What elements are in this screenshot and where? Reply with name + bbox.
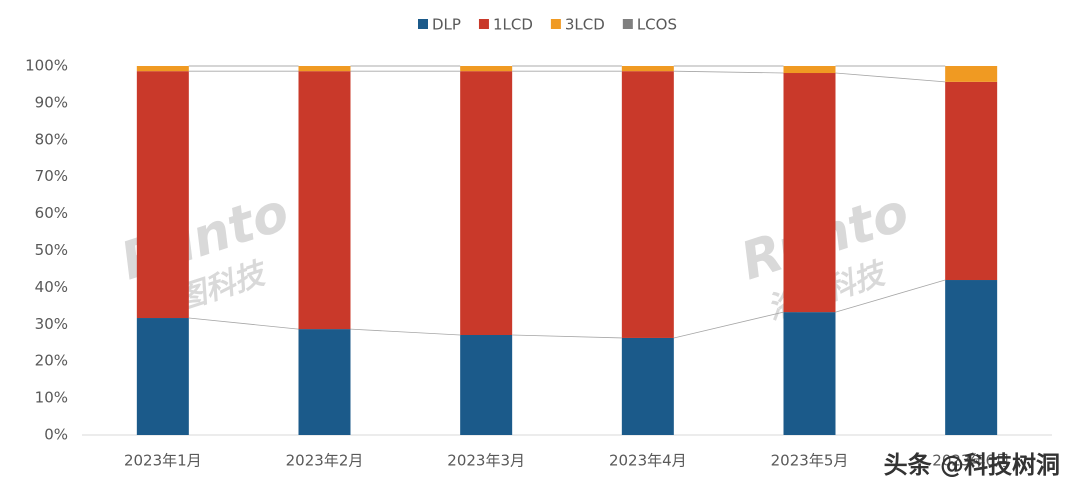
y-tick-label: 30% [35,315,68,333]
legend-label: LCOS [637,16,677,34]
y-tick-label: 80% [35,130,68,148]
y-tick-label: 40% [35,278,68,296]
bar-segment [298,66,351,72]
x-tick-label: 2023年1月 [124,452,202,470]
x-tick-label: 2023年4月 [609,452,687,470]
bar-segment [460,66,513,72]
x-tick-label: 2023年6月 [932,452,1010,470]
source-watermark: 头条 @科技树洞 [884,451,1060,479]
x-tick-label: 2023年3月 [447,452,525,470]
series-line [673,311,784,339]
bar-segment [621,66,674,72]
bar-segment [783,73,836,313]
legend-label: 1LCD [493,16,533,34]
bar-segment [783,66,836,74]
legend-swatch [550,19,561,29]
legend-label: 3LCD [565,16,605,34]
legend-label: DLP [432,16,461,34]
y-tick-label: 20% [35,352,68,370]
series-line [673,70,784,74]
bar-segment [298,71,351,330]
legend-swatch [622,19,633,29]
bar-segment [136,66,189,72]
series-line [350,328,461,336]
legend-swatch [478,19,489,29]
bar-segment [945,81,998,281]
bar-segment [460,71,513,336]
series-line [188,317,299,330]
bar-segment [460,335,513,435]
y-tick-label: 70% [35,167,68,185]
x-tick-label: 2023年2月 [286,452,364,470]
series-line [512,334,622,339]
bar-segment [621,337,674,435]
y-tick-label: 10% [35,389,68,407]
bar-segment [945,280,998,435]
legend-swatch [418,19,428,29]
bar-segment [136,71,189,319]
bar-segment [136,318,189,435]
bar-segment [783,312,836,435]
bar-segment [621,71,674,338]
y-tick-label: 90% [35,93,68,111]
legend: DLP 1LCD 3LCD LCOS [418,16,677,34]
series-line [835,72,946,83]
bar-segment [298,329,351,435]
series-line [835,279,946,313]
y-tick-label: 50% [35,241,68,259]
y-tick-label: 0% [44,426,68,444]
x-tick-label: 2023年5月 [771,452,849,470]
bar-segment [945,66,998,82]
y-tick-label: 100% [25,57,68,75]
y-tick-label: 60% [35,204,68,222]
